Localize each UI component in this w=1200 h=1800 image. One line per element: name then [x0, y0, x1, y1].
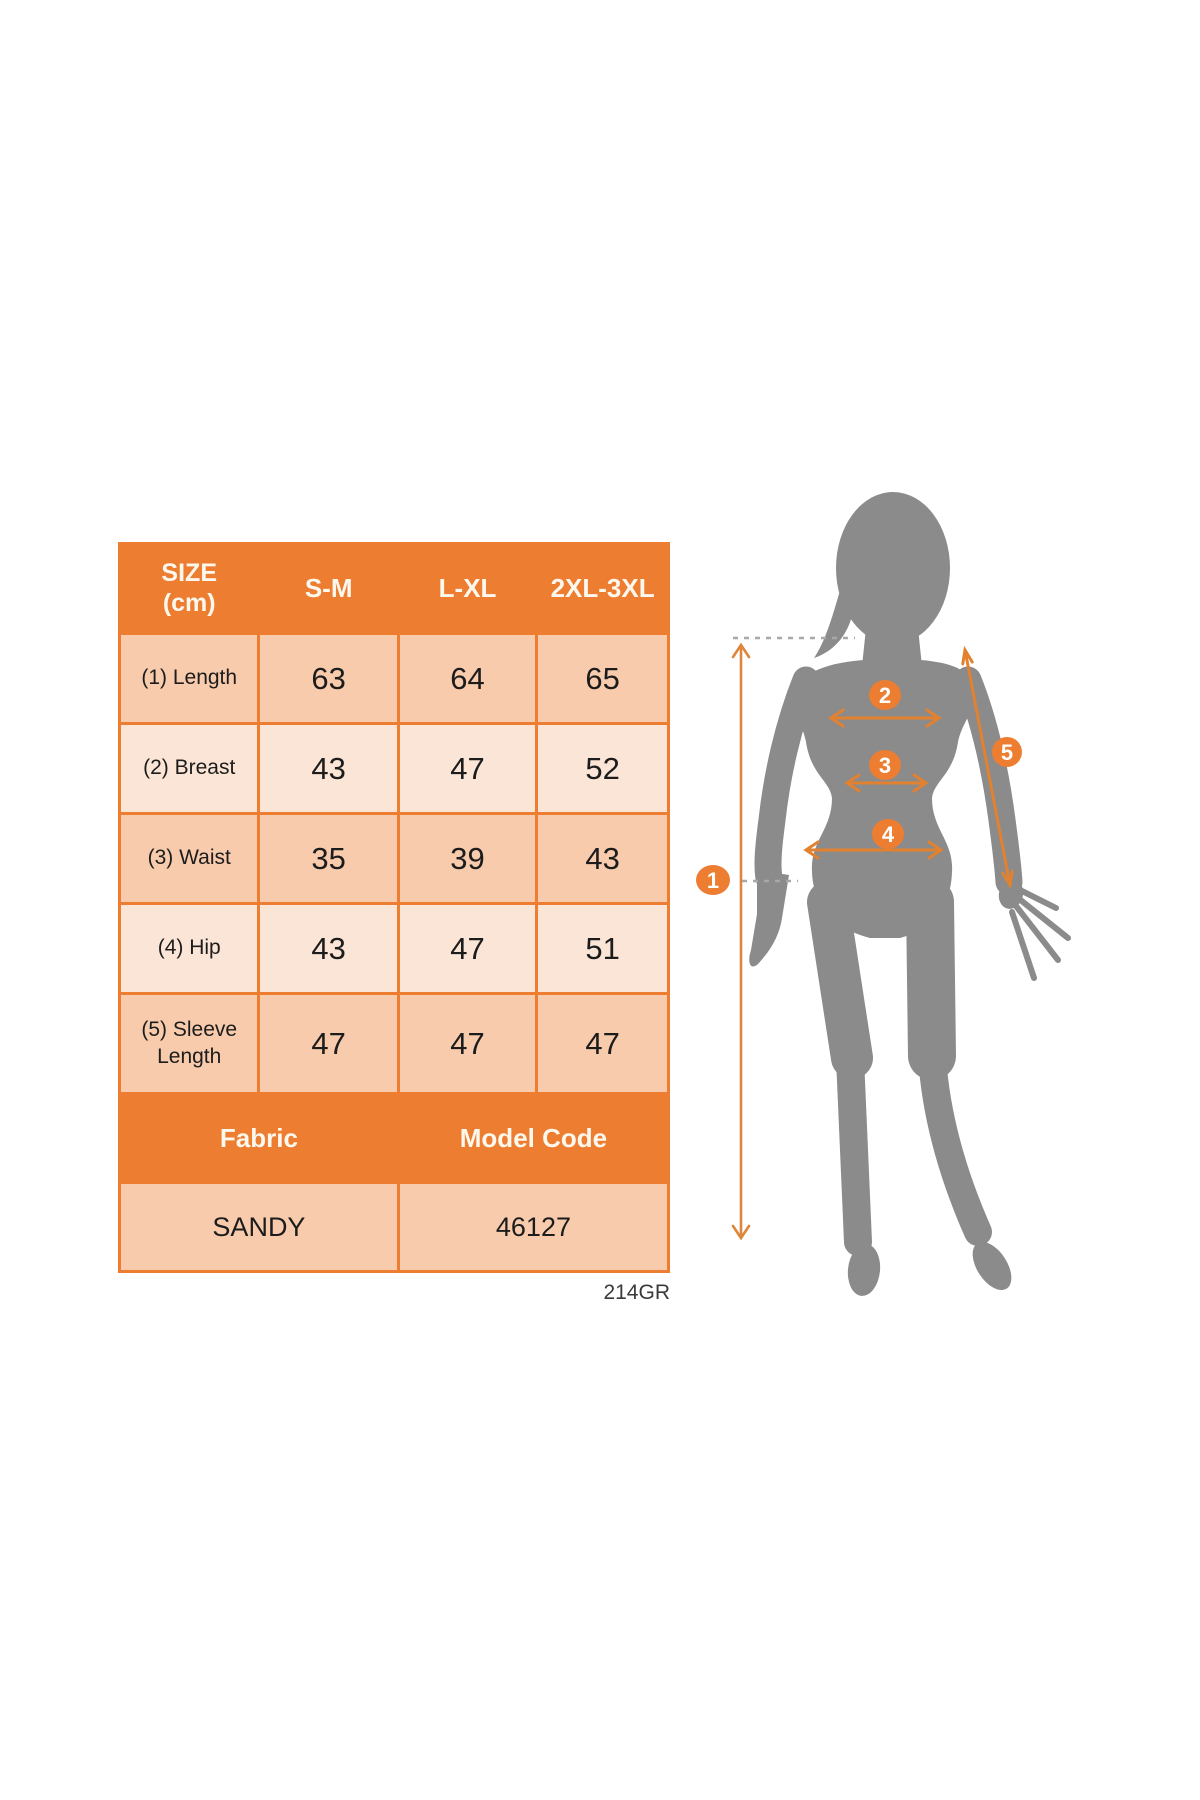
svg-text:1: 1	[707, 868, 719, 893]
footer-value-row: SANDY 46127	[118, 1181, 671, 1273]
silhouette-right-arm	[954, 666, 1023, 896]
measurement-figure: 1 2 3 4 5	[696, 492, 1071, 1296]
size-value-cell: 47	[396, 722, 539, 815]
table-row: (1) Length 63 64 65	[117, 632, 670, 725]
measure-label: (3) Waist	[117, 812, 261, 905]
measure-label: (5) Sleeve Length	[117, 992, 261, 1095]
size-value-cell: 39	[396, 812, 539, 905]
silhouette-head	[836, 492, 950, 644]
measure-point-3: 3	[869, 750, 901, 780]
measure-point-5: 5	[992, 737, 1022, 767]
size-value-cell: 51	[535, 902, 670, 995]
silhouette-left-foot	[847, 1244, 881, 1296]
size-value-cell: 47	[257, 992, 400, 1095]
silhouette-left-thigh	[807, 881, 873, 1079]
column-header-sm: S-M	[257, 542, 400, 635]
measure-point-1: 1	[696, 865, 730, 895]
svg-text:2: 2	[879, 683, 891, 708]
size-value-cell: 47	[535, 992, 670, 1095]
size-value-cell: 52	[535, 722, 670, 815]
size-chart-table: SIZE (cm) S-M L-XL 2XL-3XL (1) Length 63…	[117, 542, 671, 1273]
silhouette-hair-strand	[814, 580, 852, 658]
height-arrow	[731, 642, 751, 1241]
silhouette-right-thigh	[906, 878, 956, 1080]
size-value-cell: 63	[257, 632, 400, 725]
silhouette-left-arm	[754, 666, 820, 892]
size-value-cell: 43	[535, 812, 670, 905]
column-header-lxl: L-XL	[396, 542, 539, 635]
silhouette-right-foot	[972, 1241, 1012, 1291]
size-value-cell: 65	[535, 632, 670, 725]
size-value-cell: 47	[396, 992, 539, 1095]
silhouette-left-calf	[836, 1044, 872, 1256]
model-code-value: 46127	[396, 1181, 671, 1273]
size-value-cell: 64	[396, 632, 539, 725]
measure-point-4: 4	[872, 819, 904, 849]
table-row: (4) Hip 43 47 51	[117, 902, 670, 995]
size-value-cell: 47	[396, 902, 539, 995]
measure-label: (2) Breast	[117, 722, 261, 815]
bust-arrow	[828, 708, 942, 728]
svg-text:3: 3	[879, 753, 891, 778]
hip-arrow	[803, 840, 944, 860]
size-value-cell: 43	[257, 902, 400, 995]
waist-arrow	[844, 773, 929, 793]
size-value-cell: 43	[257, 722, 400, 815]
table-header-row: SIZE (cm) S-M L-XL 2XL-3XL	[117, 542, 670, 635]
svg-text:4: 4	[882, 822, 895, 847]
footer-header-row: Fabric Model Code	[118, 1092, 671, 1184]
measure-label: (1) Length	[117, 632, 261, 725]
fabric-value: SANDY	[118, 1181, 400, 1273]
silhouette-right-fingers	[1009, 885, 1071, 981]
column-header-2xl3xl: 2XL-3XL	[535, 542, 670, 635]
model-code-header: Model Code	[396, 1092, 671, 1184]
size-value-cell: 35	[257, 812, 400, 905]
female-silhouette	[749, 492, 1071, 1296]
silhouette-right-calf	[918, 1042, 992, 1246]
size-unit-header: SIZE (cm)	[117, 542, 261, 635]
svg-text:5: 5	[1001, 740, 1013, 765]
silhouette-torso	[793, 659, 974, 938]
sleeve-arrow	[961, 645, 1014, 890]
measure-point-2: 2	[869, 680, 901, 710]
product-code-watermark: 214GR	[603, 1281, 670, 1304]
measure-label: (4) Hip	[117, 902, 261, 995]
fabric-header: Fabric	[118, 1092, 400, 1184]
table-row: (5) Sleeve Length 47 47 47	[117, 992, 670, 1095]
silhouette-left-hand	[749, 870, 789, 967]
table-row: (2) Breast 43 47 52	[117, 722, 670, 815]
table-row: (3) Waist 35 39 43	[117, 812, 670, 905]
